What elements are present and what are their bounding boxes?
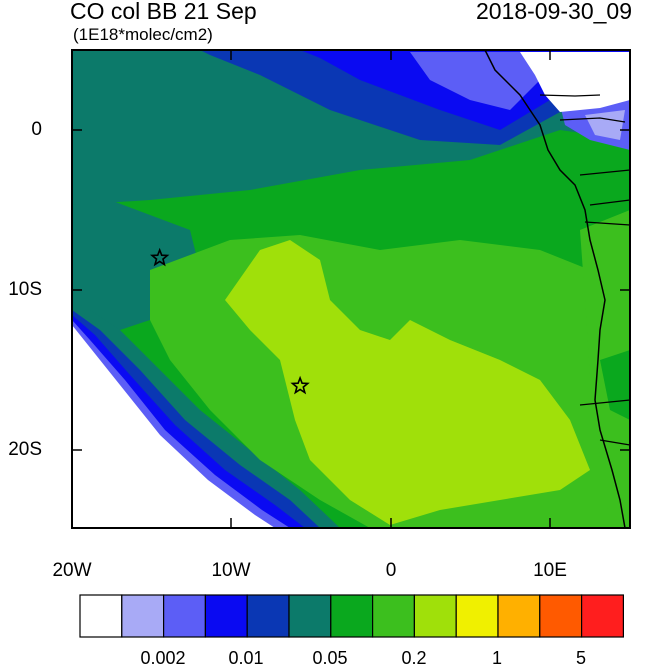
map-title: CO col BB 21 Sep: [70, 0, 257, 24]
colorbar-swatch: [413, 594, 457, 638]
country-borders: [539, 94, 631, 446]
star-markers: [149, 247, 310, 395]
colorbar-swatch: [204, 594, 248, 638]
colorbar-label: 0.05: [312, 648, 348, 668]
units-label: (1E18*molec/cm2): [73, 25, 213, 44]
lat-label-10s: 10S: [8, 279, 42, 300]
colorbar-swatch: [455, 594, 499, 638]
plot-frame: [71, 49, 631, 529]
colorbar-label: 0.01: [228, 648, 264, 668]
lat-label-0: 0: [31, 119, 42, 140]
colorbar-swatch: [163, 594, 207, 638]
colorbar-swatch: [288, 594, 332, 638]
colorbar-swatch: [580, 594, 624, 638]
colorbar: [79, 594, 624, 638]
axis-ticks: [72, 50, 630, 528]
colorbar-label: 5: [575, 648, 586, 668]
star-marker: [290, 375, 310, 395]
co-field: [72, 50, 630, 528]
colorbar-label: 0.2: [401, 648, 427, 668]
lon-label-10w: 10W: [211, 560, 251, 581]
map-timestamp: 2018-09-30_09: [475, 0, 632, 24]
colorbar-label: 1: [491, 648, 502, 668]
lon-label-10e: 10E: [533, 560, 567, 581]
lat-label-20s: 20S: [8, 439, 42, 460]
colorbar-swatch: [539, 594, 583, 638]
colorbar-swatch: [79, 594, 123, 638]
colorbar-swatch: [497, 594, 541, 638]
colorbar-swatch: [372, 594, 416, 638]
colorbar-label: 0.002: [140, 648, 186, 668]
colorbar-swatch: [246, 594, 290, 638]
colorbar-swatch: [121, 594, 165, 638]
lon-label-0: 0: [385, 560, 397, 581]
colorbar-swatch: [330, 594, 374, 638]
lon-label-20w: 20W: [52, 560, 92, 581]
star-marker: [149, 247, 170, 267]
coastline: [484, 49, 626, 529]
